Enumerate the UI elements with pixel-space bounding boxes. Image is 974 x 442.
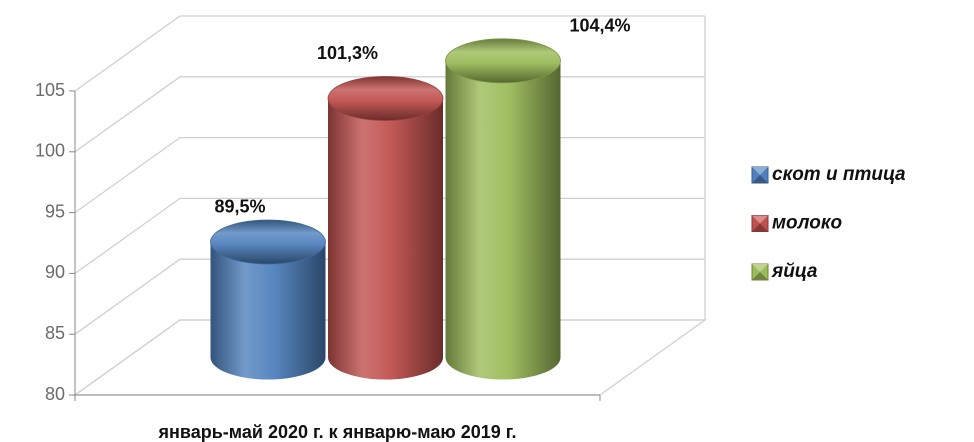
bar — [210, 219, 326, 380]
y-tick-label: 100 — [35, 141, 65, 161]
y-tick-label: 85 — [45, 323, 65, 343]
bar — [327, 76, 444, 380]
legend-icon — [751, 166, 769, 184]
y-tick-label: 105 — [35, 80, 65, 100]
legend-icon — [751, 263, 769, 281]
legend-label: яйца — [771, 261, 818, 282]
data-label: 89,5% — [214, 197, 265, 217]
legend-label: скот и птица — [772, 164, 906, 185]
y-tick-label: 90 — [45, 262, 65, 282]
legend-icon — [751, 215, 769, 232]
y-tick-label: 80 — [45, 384, 65, 404]
grid-line — [74, 15, 705, 92]
legend-label: молоко — [772, 213, 842, 234]
x-tick-label: январь-май 2020 г. к январю-маю 2019 г. — [158, 422, 517, 442]
data-label: 101,3% — [317, 43, 378, 63]
data-label: 104,4% — [569, 16, 630, 36]
y-tick-label: 95 — [45, 201, 65, 221]
bar — [445, 38, 561, 380]
